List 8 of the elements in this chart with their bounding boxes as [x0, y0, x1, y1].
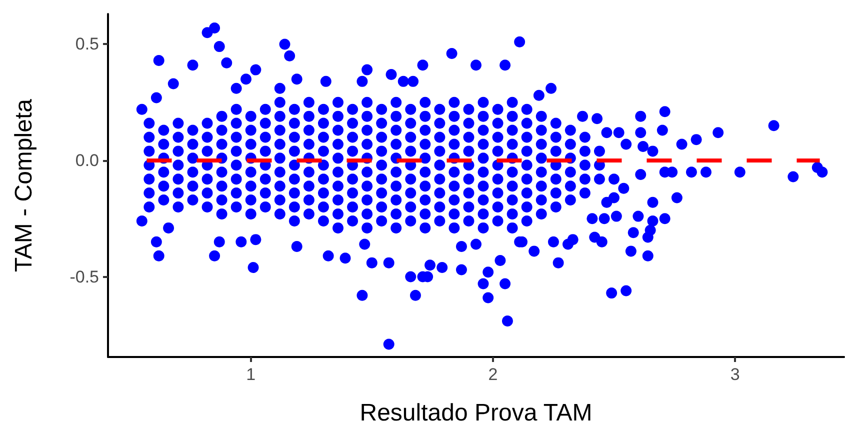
- y-tick-label: 0.5: [75, 34, 99, 54]
- x-axis-title: Resultado Prova TAM: [360, 400, 592, 426]
- y-axis-title: TAM - Completa: [10, 98, 38, 272]
- x-tick-label: 1: [246, 365, 256, 384]
- x-tick-label: 3: [730, 365, 740, 384]
- y-tick-label: -0.5: [70, 267, 99, 286]
- x-tick-label: 2: [488, 365, 498, 384]
- y-tick-label: 0.0: [75, 151, 99, 170]
